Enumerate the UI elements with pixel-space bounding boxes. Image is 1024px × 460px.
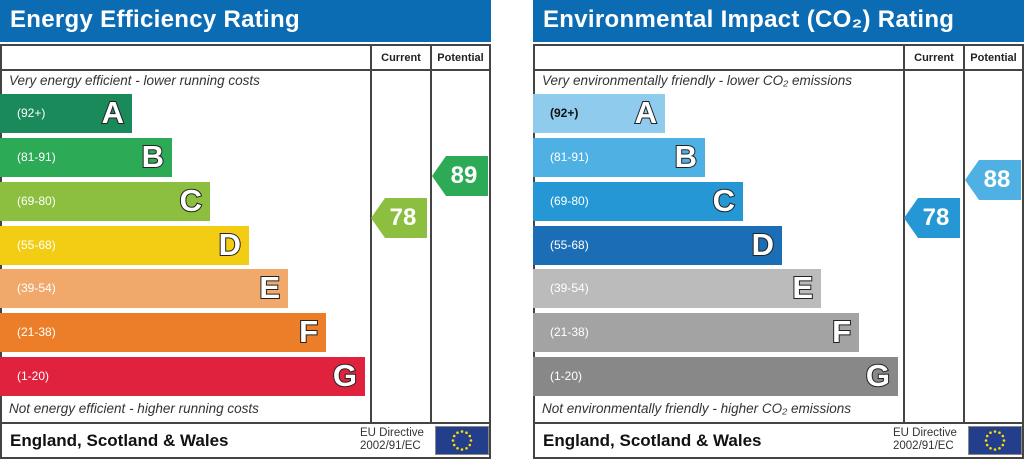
band-letter: G xyxy=(332,357,358,394)
energy-efficiency-panel: Energy Efficiency Rating Current Potenti… xyxy=(0,0,491,460)
current-column-header: Current xyxy=(914,52,954,64)
band-range: (55-68) xyxy=(17,238,56,252)
chart-title: Environmental Impact (CO₂) Rating xyxy=(533,0,1024,42)
band-bar-a: (92+) A xyxy=(0,94,132,133)
potential-column-header: Potential xyxy=(970,52,1017,64)
band-bar-a: (92+) A xyxy=(533,94,665,133)
band-range: (21-38) xyxy=(17,325,56,339)
band-range: (81-91) xyxy=(17,150,56,164)
band-bar-e: (39-54) E xyxy=(0,269,288,308)
environmental-impact-panel: Environmental Impact (CO₂) Rating Curren… xyxy=(533,0,1024,460)
band-bar-g: (1-20) G xyxy=(533,357,898,396)
band-bar-g: (1-20) G xyxy=(0,357,365,396)
band-range: (21-38) xyxy=(550,325,589,339)
band-bar-c: (69-80) C xyxy=(533,182,743,221)
band-bar-d: (55-68) D xyxy=(533,226,782,265)
region-label: England, Scotland & Wales xyxy=(543,431,762,450)
band-bar-d: (55-68) D xyxy=(0,226,249,265)
eu-flag-icon xyxy=(435,426,489,455)
band-range: (69-80) xyxy=(550,194,589,208)
band-letter: B xyxy=(141,138,165,175)
band-bar-b: (81-91) B xyxy=(0,138,172,177)
top-note: Very energy efficient - lower running co… xyxy=(9,73,260,88)
band-range: (92+) xyxy=(17,106,46,120)
band-bar-c: (69-80) C xyxy=(0,182,210,221)
band-range: (39-54) xyxy=(550,281,589,295)
band-range: (55-68) xyxy=(550,238,589,252)
band-letter: G xyxy=(865,357,891,394)
band-letter: F xyxy=(831,313,852,350)
top-note: Very environmentally friendly - lower CO… xyxy=(542,73,852,88)
current-column-header: Current xyxy=(381,52,421,64)
eu-directive: EU Directive 2002/91/EC xyxy=(360,427,424,452)
band-letter: B xyxy=(674,138,698,175)
band-letter: E xyxy=(791,269,814,306)
band-letter: A xyxy=(101,94,125,131)
potential-rating-arrow: 89 xyxy=(432,156,488,196)
band-range: (69-80) xyxy=(17,194,56,208)
current-rating-arrow: 78 xyxy=(371,198,427,238)
bottom-note: Not environmentally friendly - higher CO… xyxy=(542,401,852,416)
eu-directive: EU Directive 2002/91/EC xyxy=(893,427,957,452)
band-range: (39-54) xyxy=(17,281,56,295)
band-bar-f: (21-38) F xyxy=(0,313,326,352)
potential-column-header: Potential xyxy=(437,52,484,64)
band-bar-e: (39-54) E xyxy=(533,269,821,308)
band-bar-f: (21-38) F xyxy=(533,313,859,352)
band-letter: A xyxy=(634,94,658,131)
band-letter: D xyxy=(218,226,242,263)
rating-table: Current Potential England, Scotland & Wa… xyxy=(533,44,1024,459)
band-range: (1-20) xyxy=(550,369,583,383)
band-letter: C xyxy=(712,182,736,219)
band-letter: F xyxy=(298,313,319,350)
bottom-note: Not energy efficient - higher running co… xyxy=(9,401,259,416)
band-letter: D xyxy=(751,226,775,263)
band-range: (1-20) xyxy=(17,369,50,383)
band-letter: C xyxy=(179,182,203,219)
chart-title: Energy Efficiency Rating xyxy=(0,0,491,42)
region-label: England, Scotland & Wales xyxy=(10,431,229,450)
band-letter: E xyxy=(258,269,281,306)
eu-flag-icon xyxy=(968,426,1022,455)
band-range: (92+) xyxy=(550,106,579,120)
band-range: (81-91) xyxy=(550,150,589,164)
band-bar-b: (81-91) B xyxy=(533,138,705,177)
